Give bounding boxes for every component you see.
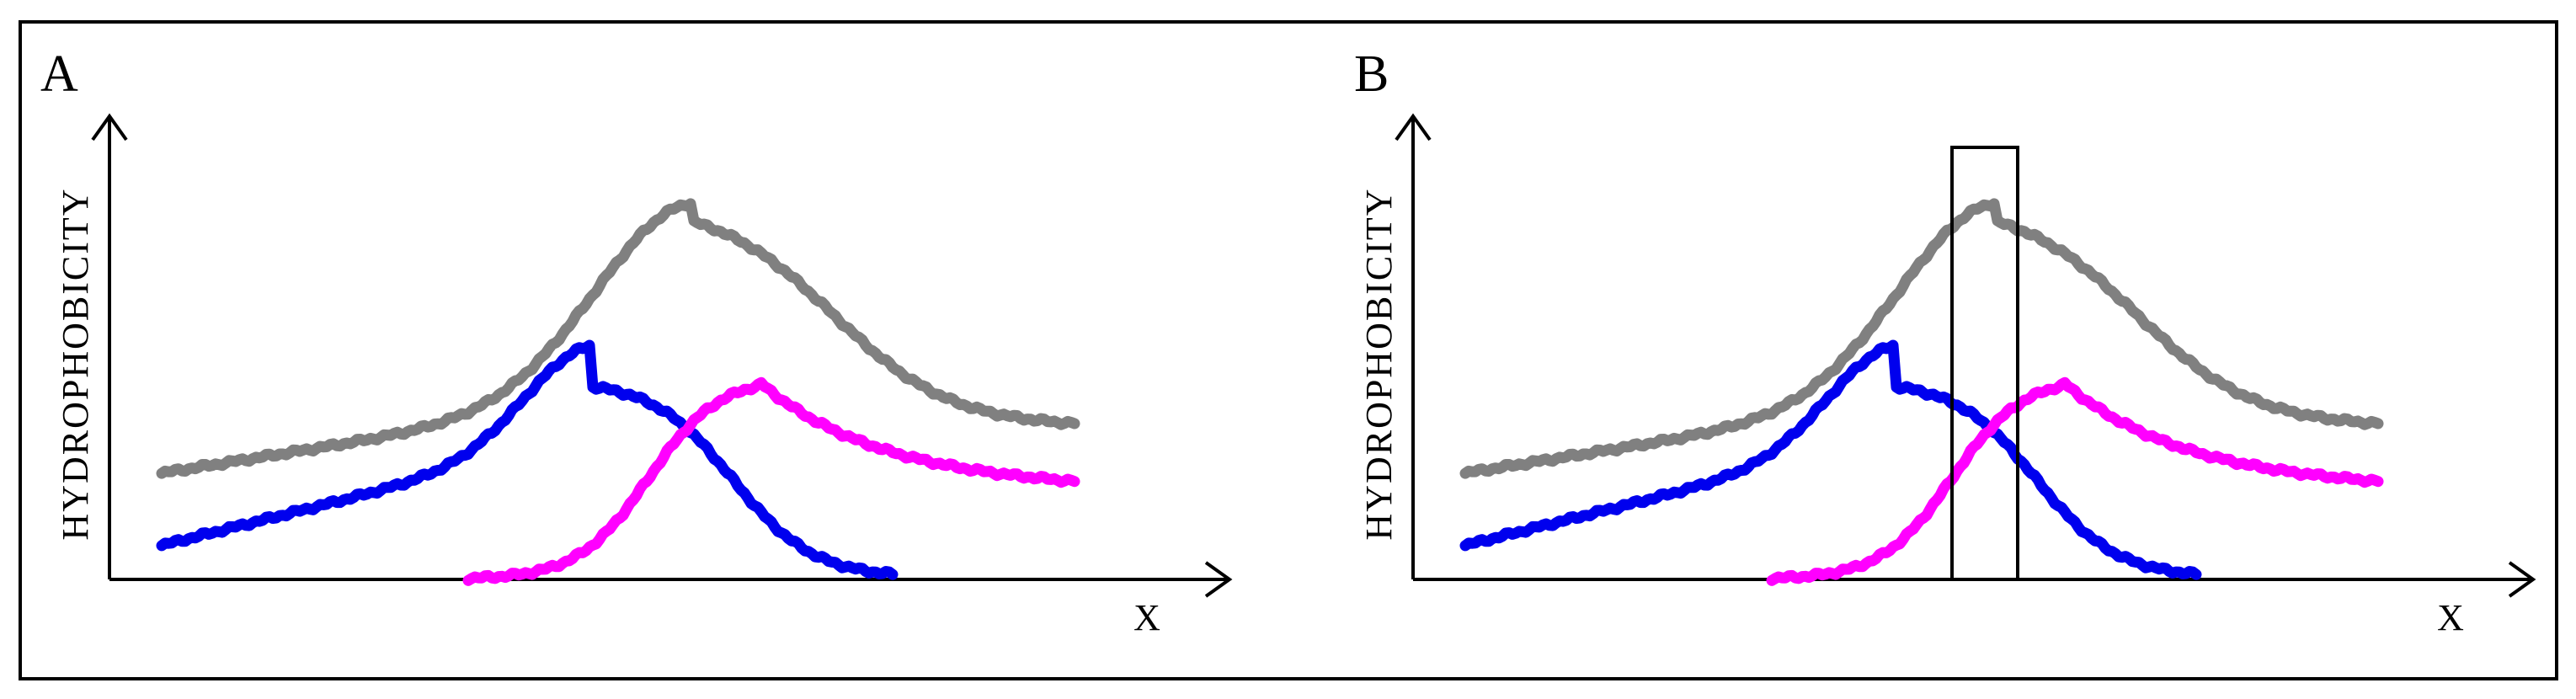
x-axis-arrow (2508, 561, 2536, 598)
panel-label: A (40, 45, 78, 103)
figure-border (19, 20, 2558, 680)
y-axis-arrow (1395, 113, 1432, 141)
gray-curve (1459, 198, 2384, 479)
magenta-curve (462, 376, 1080, 586)
x-axis-arrow (1204, 561, 1233, 598)
y-axis-label: HYDROPHOBICITY (1358, 187, 1400, 540)
blue-curve (156, 339, 899, 580)
y-axis-label: HYDROPHOBICITY (55, 187, 96, 540)
y-axis-arrow (91, 113, 128, 141)
magenta-curve (1766, 376, 2384, 586)
gray-curve (156, 198, 1080, 479)
window-rectangle (1950, 146, 2019, 581)
panel-label: B (1354, 45, 1389, 103)
panel-a: A HYDROPHOBICITY X (40, 45, 1233, 638)
x-axis-label: X (2437, 597, 2464, 638)
panel-b: B HYDROPHOBICITY X (1354, 45, 2536, 638)
blue-curve (1459, 339, 2202, 580)
x-axis-label: X (1133, 597, 1160, 638)
